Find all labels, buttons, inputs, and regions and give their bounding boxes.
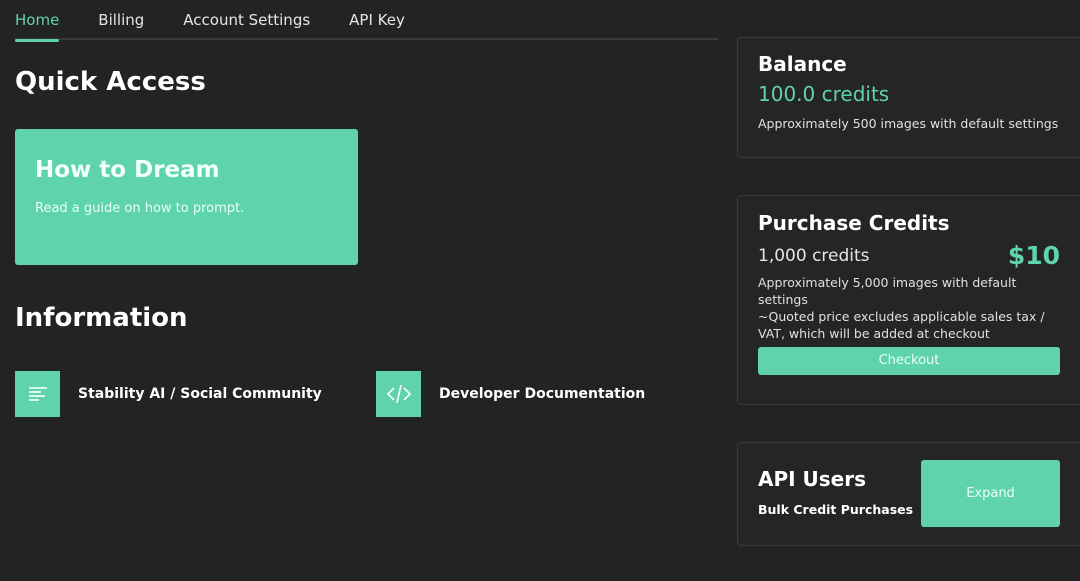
expand-button[interactable]: Expand: [921, 460, 1060, 527]
information-heading: Information: [15, 303, 188, 333]
card-title: How to Dream: [35, 157, 220, 183]
developer-docs-label: Developer Documentation: [439, 386, 646, 402]
balance-title: Balance: [758, 52, 847, 76]
checkout-button[interactable]: Checkout: [758, 347, 1060, 375]
card-subtitle: Read a guide on how to prompt.: [35, 201, 245, 216]
nav-tabs: Home Billing Account Settings API Key: [15, 0, 718, 42]
tab-account-settings[interactable]: Account Settings: [183, 11, 311, 29]
code-icon: [376, 371, 421, 417]
how-to-dream-card[interactable]: How to Dream Read a guide on how to prom…: [15, 129, 358, 265]
balance-card: Balance 100.0 credits Approximately 500 …: [737, 37, 1080, 158]
purchase-credits-card: Purchase Credits 1,000 credits $10 Appro…: [737, 195, 1080, 405]
developer-docs-link[interactable]: Developer Documentation: [376, 371, 645, 417]
credits-amount: 1,000 credits: [758, 245, 870, 266]
tax-note: ~Quoted price excludes applicable sales …: [758, 309, 1045, 341]
tab-api-key[interactable]: API Key: [349, 11, 405, 29]
price: $10: [1007, 241, 1060, 270]
community-link[interactable]: Stability AI / Social Community: [15, 371, 322, 417]
api-users-title: API Users: [758, 467, 867, 491]
api-users-subtitle: Bulk Credit Purchases: [758, 502, 914, 517]
purchase-title: Purchase Credits: [758, 211, 950, 235]
purchase-note: Approximately 5,000 images with default …: [758, 275, 1017, 307]
community-link-label: Stability AI / Social Community: [78, 386, 322, 402]
balance-note: Approximately 500 images with default se…: [758, 116, 1059, 131]
document-lines-icon: [15, 371, 60, 417]
quick-access-heading: Quick Access: [15, 67, 206, 97]
api-users-card: API Users Bulk Credit Purchases Expand: [737, 442, 1080, 546]
balance-amount: 100.0 credits: [758, 82, 890, 106]
tab-billing[interactable]: Billing: [98, 11, 145, 29]
tab-home[interactable]: Home: [15, 0, 60, 42]
